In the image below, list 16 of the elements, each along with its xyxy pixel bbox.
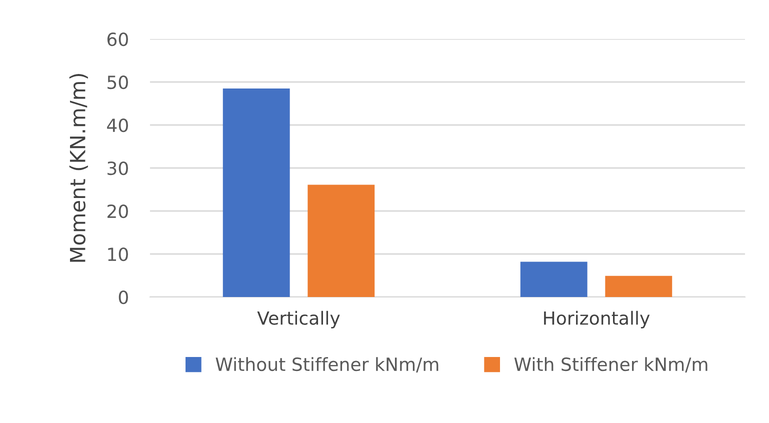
y-axis-title: Moment (KN.m/m) [69,74,88,262]
y-tick-label: 40 [107,118,128,132]
bar [222,88,290,297]
x-tick-label: Vertically [257,310,340,328]
legend-label: Without Stiffener kNm/m [216,357,438,373]
bar [520,262,588,297]
y-tick-label: 0 [118,290,128,304]
bar [605,276,672,297]
y-tick-label: 30 [108,161,128,176]
legend-label: With Stiffener kNm/m [514,357,708,373]
y-tick-label: 50 [108,75,128,90]
bar [308,184,375,297]
y-tick-label: 20 [108,204,128,218]
y-tick-label: 60 [107,32,128,46]
x-tick-label: Horizontally [544,310,650,328]
y-tick-label: 10 [108,247,128,262]
